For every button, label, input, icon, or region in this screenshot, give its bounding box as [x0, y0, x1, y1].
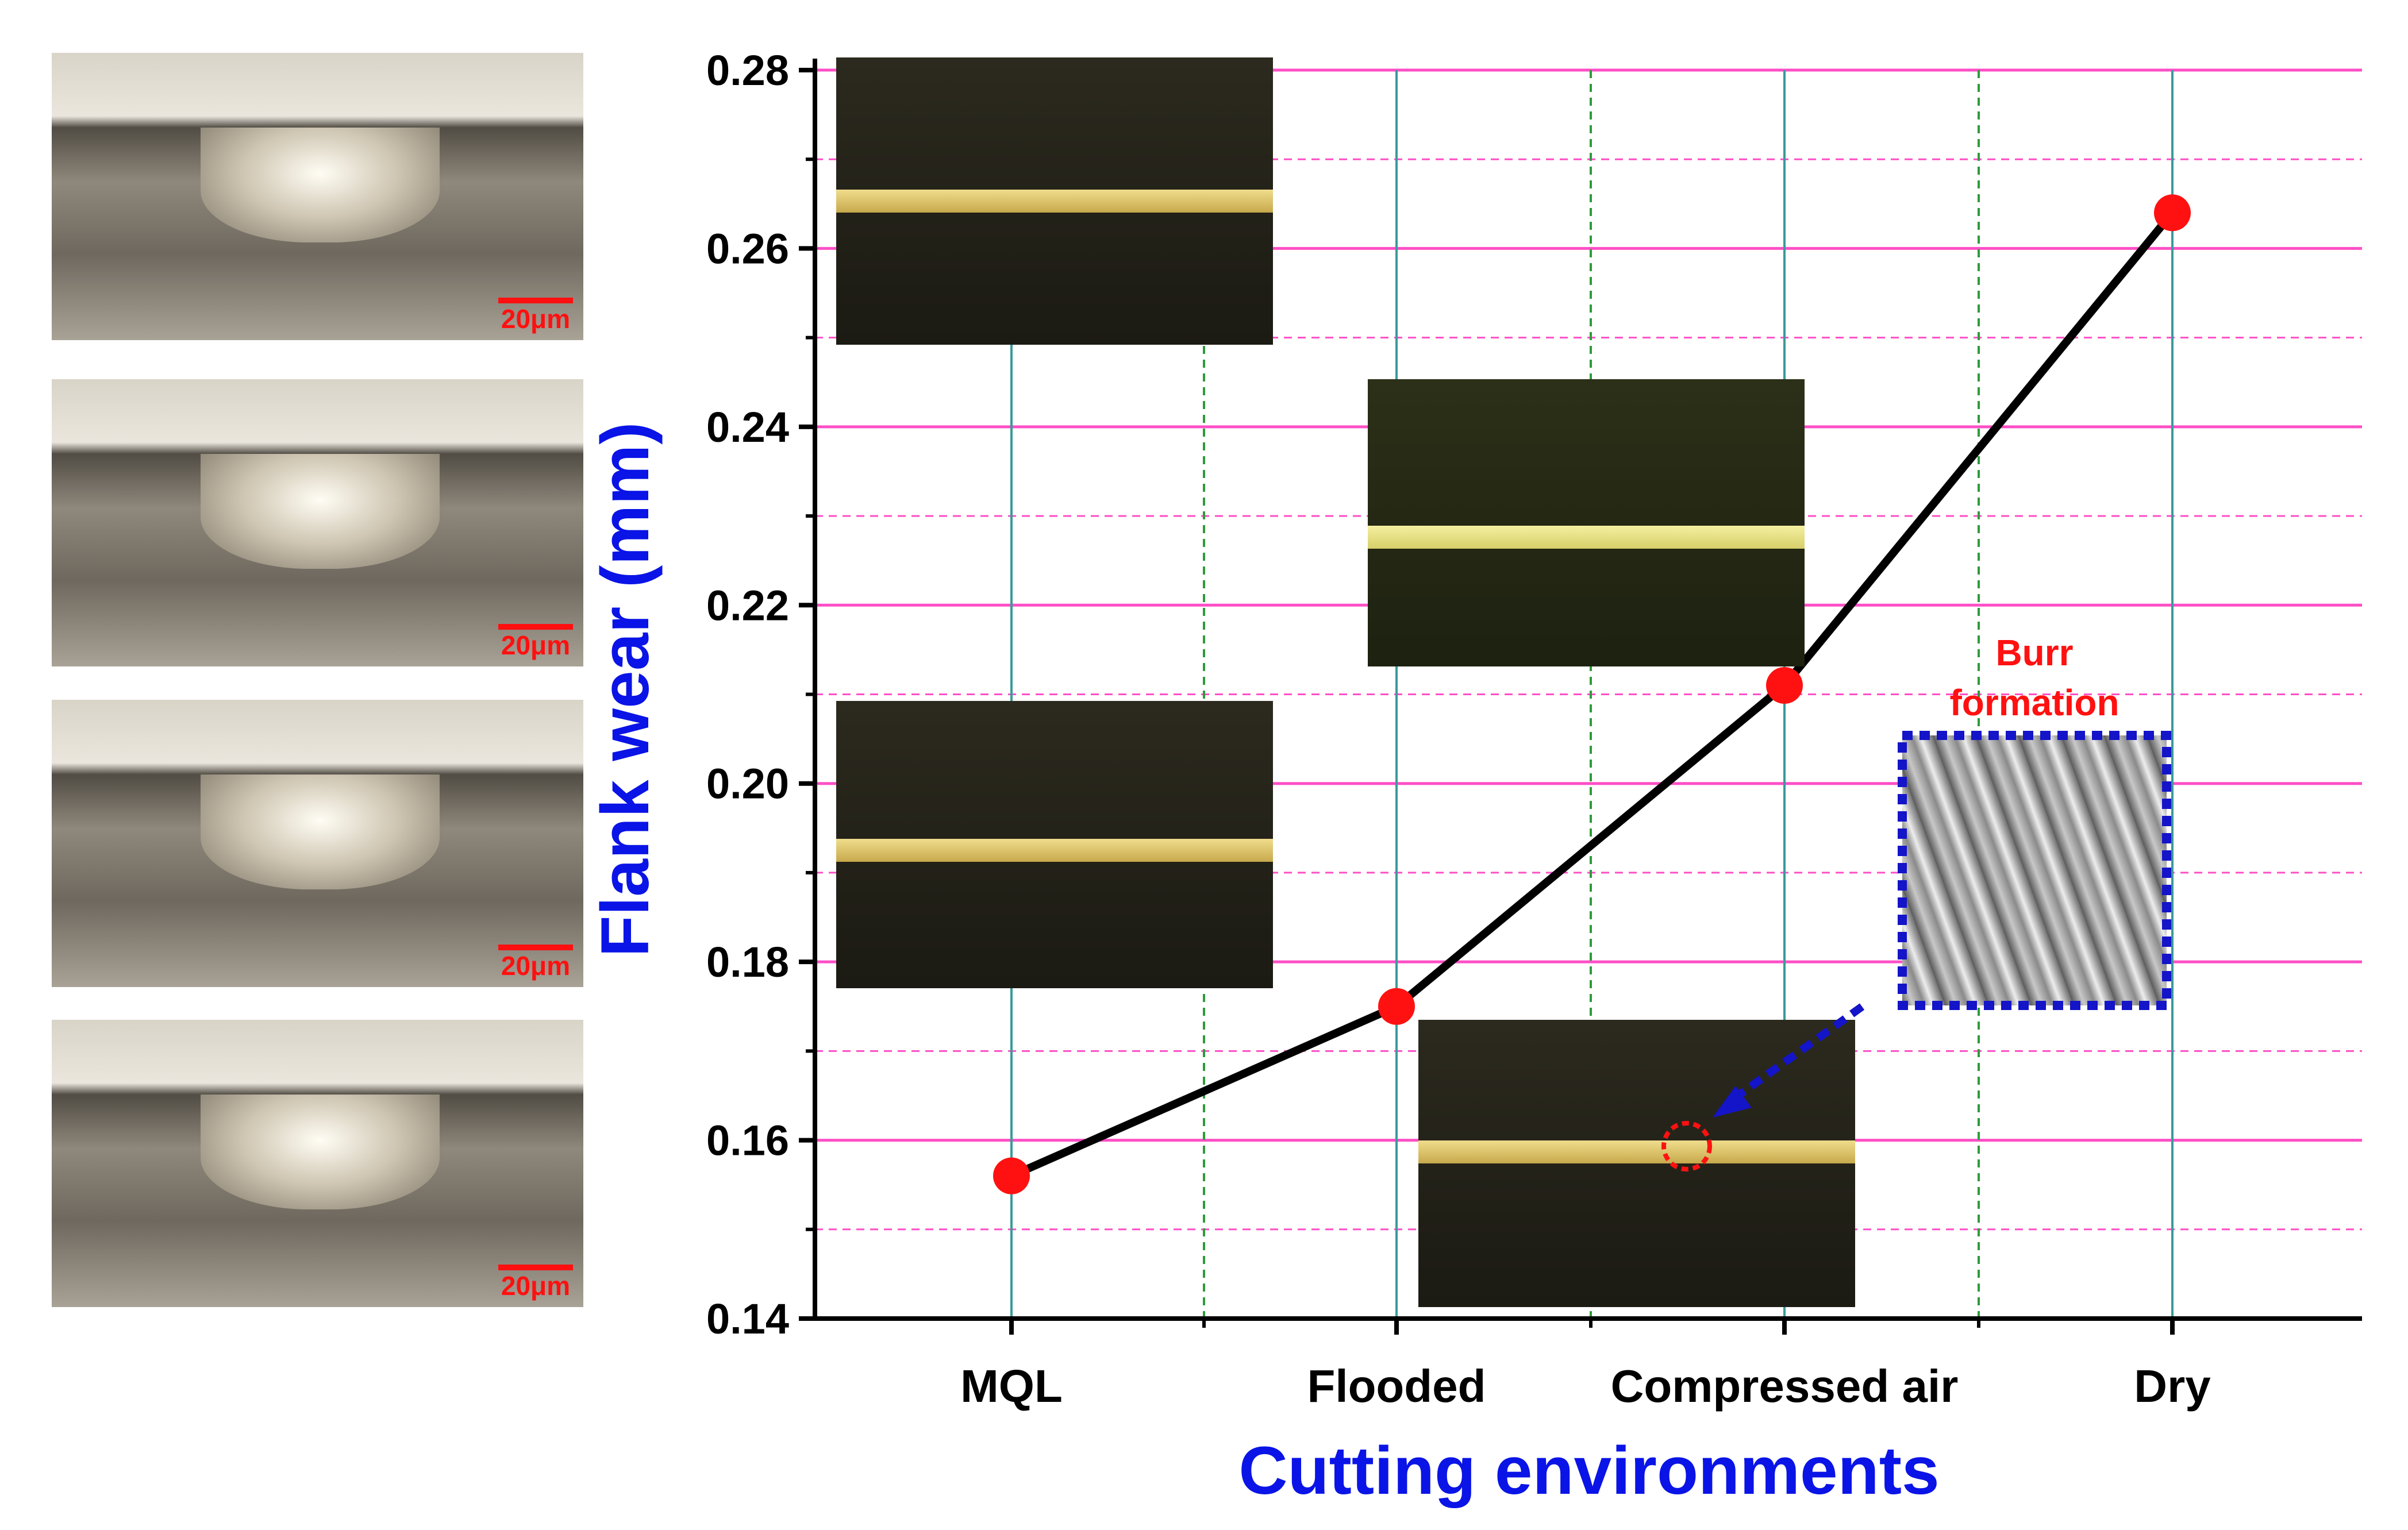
wear-crater — [201, 454, 440, 569]
x-category-label: Compressed air — [1611, 1361, 1959, 1412]
scale-label: 20μm — [501, 304, 571, 334]
tool-wear-image-compressed-air: 20μm — [52, 700, 583, 987]
data-point-flooded — [1378, 988, 1415, 1025]
burr-callout-arrow-line — [1733, 1003, 1865, 1101]
x-category-label: MQL — [960, 1361, 1063, 1412]
burr-highlight-circle — [1661, 1121, 1712, 1171]
data-point-dry — [2154, 194, 2191, 232]
y-axis-title: Flank wear (mm) — [587, 422, 663, 957]
x-axis-title: Cutting environments — [1238, 1433, 1939, 1509]
y-tick-label: 0.20 — [706, 760, 789, 808]
wear-crater — [201, 774, 440, 889]
axes-layer — [799, 59, 2362, 1335]
burr-callout-arrowhead — [1713, 1086, 1752, 1117]
y-tick-label: 0.28 — [706, 47, 789, 94]
chip-image-flooded — [836, 701, 1273, 988]
y-tick-label: 0.16 — [706, 1117, 789, 1165]
scale-label: 20μm — [501, 951, 571, 981]
chip-image-mql — [836, 57, 1273, 345]
wear-crater — [201, 128, 440, 242]
tool-wear-image-mql: 20μm — [52, 53, 583, 340]
scale-bar: 20μm — [498, 624, 573, 658]
burr-callout-box — [1898, 731, 2171, 1010]
data-point-mql — [993, 1157, 1030, 1194]
data-point-compressed-air — [1766, 666, 1803, 704]
tool-wear-image-flooded: 20μm — [52, 379, 583, 666]
y-tick-label: 0.18 — [706, 938, 789, 986]
tool-wear-image-dry: 20μm — [52, 1020, 583, 1307]
scale-bar: 20μm — [498, 298, 573, 332]
y-tick-label: 0.26 — [706, 225, 789, 272]
x-category-label: Flooded — [1307, 1361, 1486, 1412]
chip-image-compressed-air — [1368, 379, 1805, 666]
label-layer: 0.14 0.16 0.18 0.20 0.22 0.24 0.26 0.28 MQL Flood… — [587, 47, 2211, 1509]
scale-bar: 20μm — [498, 1265, 573, 1299]
annotation-burr-line1: Burr — [1995, 632, 2073, 673]
scale-label: 20μm — [501, 1271, 571, 1301]
y-tick-label: 0.14 — [706, 1295, 789, 1343]
annotation-burr-line2: formation — [1949, 682, 2119, 723]
burr-sem-image — [1902, 735, 2167, 1005]
scale-bar: 20μm — [498, 945, 573, 979]
y-tick-label: 0.22 — [706, 581, 789, 629]
wear-crater — [201, 1094, 440, 1209]
series-layer — [993, 194, 2191, 1194]
chip-image-dry — [1418, 1020, 1855, 1307]
series-line — [1010, 210, 2176, 1180]
x-category-label: Dry — [2134, 1361, 2211, 1412]
scale-label: 20μm — [501, 630, 571, 660]
y-tick-label: 0.24 — [706, 403, 789, 451]
